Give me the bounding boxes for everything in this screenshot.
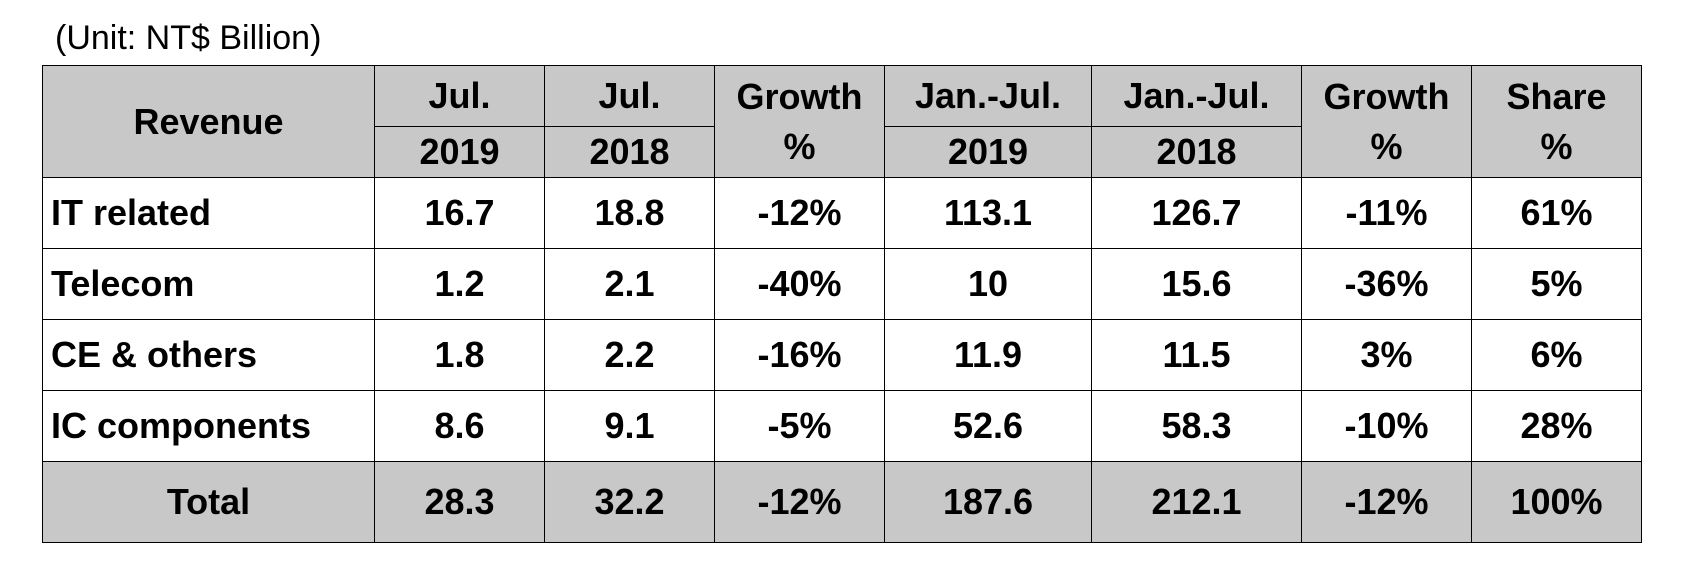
table-cell: 15.6: [1091, 248, 1302, 320]
table-cell: 11.5: [1091, 319, 1302, 391]
table-cell: -5%: [714, 390, 885, 462]
table-row: Telecom 1.2 2.1 -40% 10 15.6 -36% 5%: [42, 248, 1642, 320]
total-cell: 212.1: [1091, 461, 1302, 543]
total-label: Total: [42, 461, 375, 543]
table-cell: 16.7: [374, 177, 545, 249]
header-share-top: Share: [1506, 75, 1607, 117]
header-jul-2018-top: Jul.: [544, 65, 715, 127]
table-row: CE & others 1.8 2.2 -16% 11.9 11.5 3% 6%: [42, 319, 1642, 391]
row-label: IT related: [42, 177, 375, 249]
total-cell: 100%: [1471, 461, 1642, 543]
table-cell: 113.1: [884, 177, 1092, 249]
table-cell: 1.8: [374, 319, 545, 391]
header-growth-month-top: Growth: [736, 75, 863, 117]
row-label: IC components: [42, 390, 375, 462]
header-growth-ytd-top: Growth: [1323, 75, 1450, 117]
header-growth-month-bottom: %: [783, 125, 816, 167]
header-ytd-2018-bottom: 2018: [1091, 126, 1302, 178]
table-cell: -16%: [714, 319, 885, 391]
table-cell: 11.9: [884, 319, 1092, 391]
table-cell: 126.7: [1091, 177, 1302, 249]
header-jul-2018-bottom: 2018: [544, 126, 715, 178]
table-row: IT related 16.7 18.8 -12% 113.1 126.7 -1…: [42, 177, 1642, 249]
revenue-table: Revenue Jul. Jul. Growth % Jan.-Jul. Jan…: [42, 65, 1642, 543]
total-cell: 32.2: [544, 461, 715, 543]
table-cell: 52.6: [884, 390, 1092, 462]
table-cell: -11%: [1301, 177, 1472, 249]
total-cell: 28.3: [374, 461, 545, 543]
row-label: CE & others: [42, 319, 375, 391]
header-ytd-2019-top: Jan.-Jul.: [884, 65, 1092, 127]
table-cell: 5%: [1471, 248, 1642, 320]
table-cell: 18.8: [544, 177, 715, 249]
table-cell: 6%: [1471, 319, 1642, 391]
header-share-bottom: %: [1540, 125, 1573, 167]
total-row: Total 28.3 32.2 -12% 187.6 212.1 -12% 10…: [42, 461, 1642, 543]
total-cell: 187.6: [884, 461, 1092, 543]
table-cell: 2.2: [544, 319, 715, 391]
table-row: IC components 8.6 9.1 -5% 52.6 58.3 -10%…: [42, 390, 1642, 462]
header-growth-ytd-bottom: %: [1370, 125, 1403, 167]
header-growth-ytd: Growth %: [1301, 65, 1472, 178]
table-cell: 10: [884, 248, 1092, 320]
table-cell: 8.6: [374, 390, 545, 462]
table-cell: -12%: [714, 177, 885, 249]
total-cell: -12%: [1301, 461, 1472, 543]
table-cell: -40%: [714, 248, 885, 320]
header-growth-month: Growth %: [714, 65, 885, 178]
total-cell: -12%: [714, 461, 885, 543]
unit-note: (Unit: NT$ Billion): [55, 19, 322, 57]
table-cell: 1.2: [374, 248, 545, 320]
table-cell: -10%: [1301, 390, 1472, 462]
table-cell: 61%: [1471, 177, 1642, 249]
header-jul-2019-bottom: 2019: [374, 126, 545, 178]
table-cell: 3%: [1301, 319, 1472, 391]
header-share: Share %: [1471, 65, 1642, 178]
header-revenue: Revenue: [42, 65, 375, 178]
header-ytd-2019-bottom: 2019: [884, 126, 1092, 178]
table-cell: 9.1: [544, 390, 715, 462]
header-jul-2019-top: Jul.: [374, 65, 545, 127]
table-cell: 2.1: [544, 248, 715, 320]
table-cell: -36%: [1301, 248, 1472, 320]
header-ytd-2018-top: Jan.-Jul.: [1091, 65, 1302, 127]
table-cell: 58.3: [1091, 390, 1302, 462]
table-cell: 28%: [1471, 390, 1642, 462]
row-label: Telecom: [42, 248, 375, 320]
